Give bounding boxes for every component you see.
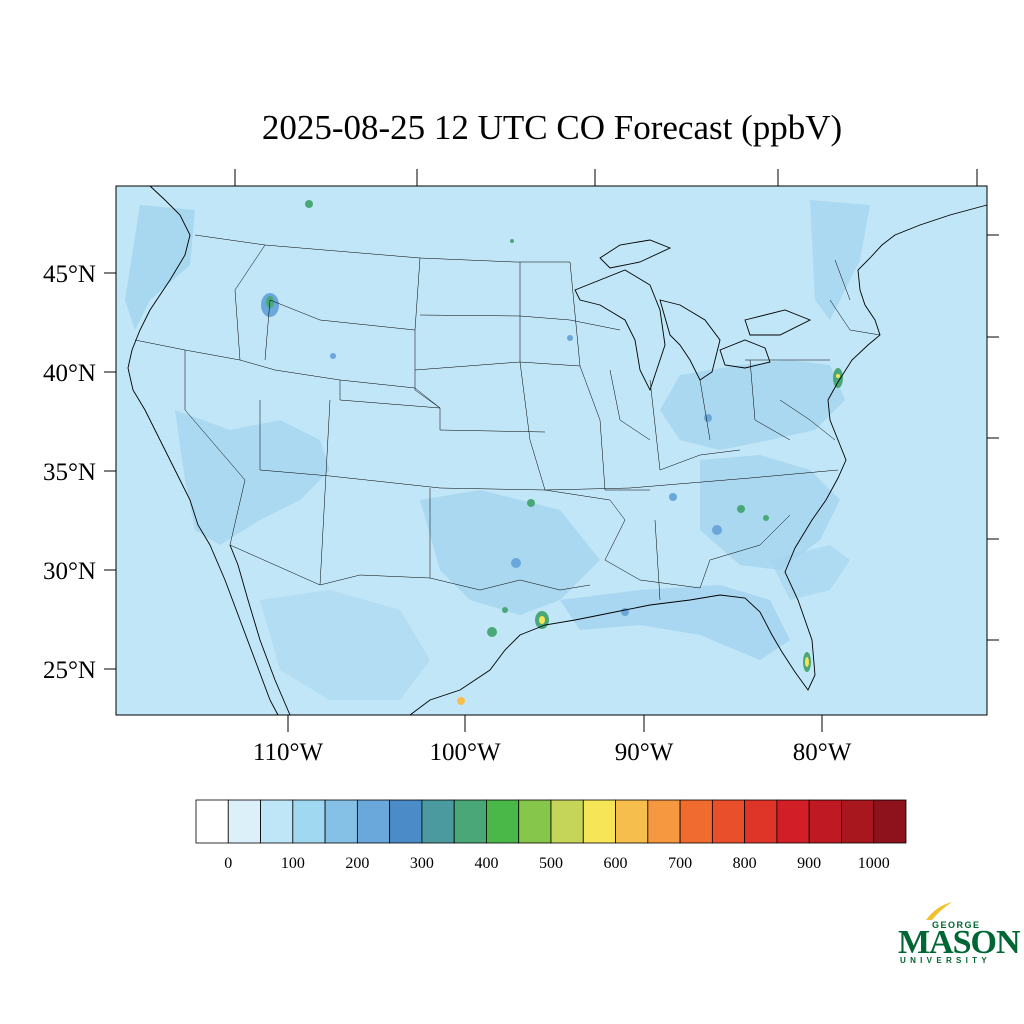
colorbar-label: 500 xyxy=(539,855,563,872)
colorbar-label: 0 xyxy=(224,855,233,872)
co-plumes xyxy=(125,200,870,700)
lon-label: 90°W xyxy=(615,739,674,766)
colorbar-swatch xyxy=(711,799,746,844)
colorbar-swatch xyxy=(227,799,261,844)
lon-label: 80°W xyxy=(793,739,852,766)
gmu-logo: GEORGE MASON UNIVERSITY xyxy=(898,900,1021,970)
colorbar xyxy=(195,799,907,844)
colorbar-swatch xyxy=(453,799,487,844)
colorbar-swatch xyxy=(421,799,455,844)
lat-label: 30°N xyxy=(43,558,96,585)
lat-labels: 45°N 40°N 35°N 30°N 25°N xyxy=(43,261,96,684)
colorbar-swatch xyxy=(776,799,810,844)
lon-label: 110°W xyxy=(253,739,324,766)
logo-sub-text: UNIVERSITY xyxy=(900,956,992,965)
colorbar-label: 700 xyxy=(668,855,693,872)
state-borders xyxy=(134,234,881,601)
colorbar-swatch xyxy=(292,799,326,844)
colorbar-swatch xyxy=(195,799,229,844)
coastlines xyxy=(127,185,988,716)
colorbar-swatch xyxy=(260,799,294,844)
lat-label: 40°N xyxy=(43,360,96,387)
colorbar-swatch xyxy=(550,799,584,844)
logo-main-text: MASON xyxy=(898,924,1021,961)
lat-ticks xyxy=(104,272,116,670)
colorbar-swatch xyxy=(356,799,391,844)
lat-label: 25°N xyxy=(43,657,96,684)
colorbar-label: 1000 xyxy=(857,855,890,872)
colorbar-swatch xyxy=(582,799,616,844)
colorbar-swatch xyxy=(873,799,907,844)
colorbar-label: 900 xyxy=(797,855,822,872)
logo-top-text: GEORGE xyxy=(932,920,981,930)
top-ticks xyxy=(234,169,978,186)
colorbar-swatch xyxy=(486,799,520,844)
lat-label: 35°N xyxy=(43,459,96,486)
colorbar-swatch xyxy=(841,799,875,844)
colorbar-swatch xyxy=(744,799,778,844)
colorbar-label: 200 xyxy=(345,855,370,872)
colorbar-swatch xyxy=(615,799,649,844)
colorbar-label: 800 xyxy=(732,855,757,872)
lon-labels: 110°W 100°W 90°W 80°W xyxy=(253,739,852,766)
colorbar-swatch xyxy=(518,799,552,844)
lat-label: 45°N xyxy=(43,261,96,288)
lon-label: 100°W xyxy=(429,739,500,766)
colorbar-label: 300 xyxy=(409,855,434,872)
colorbar-label: 100 xyxy=(280,855,305,872)
colorbar-label: 400 xyxy=(474,855,499,872)
colorbar-swatch xyxy=(324,799,358,844)
lon-ticks xyxy=(287,715,823,732)
right-ticks xyxy=(987,234,999,641)
colorbar-label: 600 xyxy=(603,855,628,872)
logo-swoosh-icon xyxy=(926,902,952,920)
colorbar-swatch xyxy=(389,799,423,844)
chart-title: 2025-08-25 12 UTC CO Forecast (ppbV) xyxy=(261,108,843,147)
colorbar-swatch xyxy=(679,799,713,844)
colorbar-swatch xyxy=(647,799,681,844)
colorbar-swatch xyxy=(808,799,842,844)
